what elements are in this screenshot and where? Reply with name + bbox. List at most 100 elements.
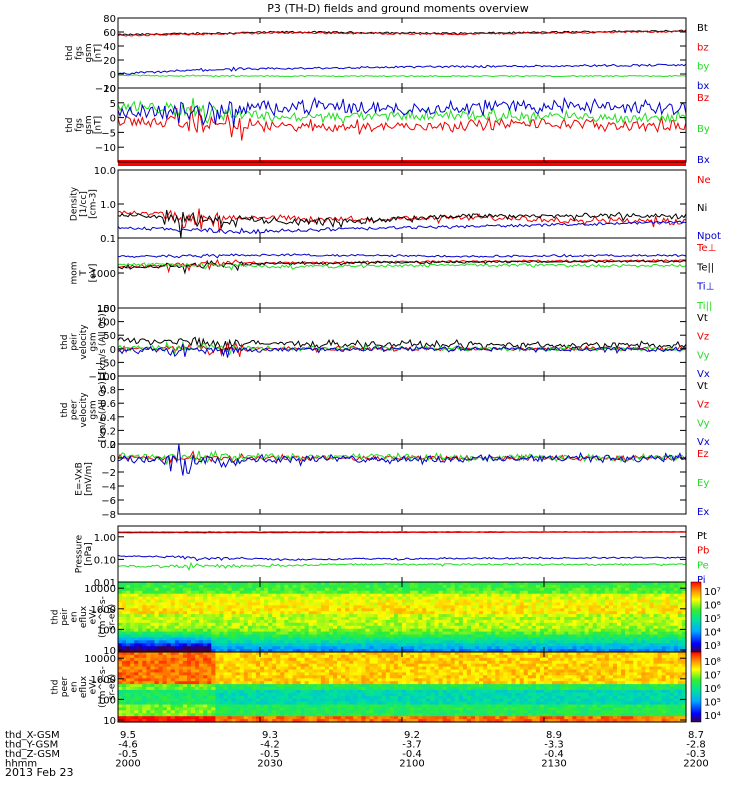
heatmap-cell (155, 605, 160, 609)
heatmap-cell (276, 605, 281, 609)
heatmap-cell (276, 588, 281, 592)
heatmap-cell (357, 640, 362, 644)
heatmap-cell (224, 605, 229, 609)
heatmap-cell (499, 588, 504, 592)
heatmap-cell (361, 588, 366, 592)
heatmap-cell (134, 693, 139, 697)
heatmap-cell (641, 588, 646, 592)
legend-label: Pe (697, 560, 709, 571)
legend-label: Ne (697, 175, 711, 186)
heatmap-cell (459, 588, 464, 592)
heatmap-cell (236, 623, 241, 627)
heatmap-cell (491, 588, 496, 592)
heatmap-cell (422, 605, 427, 609)
heatmap-cell (349, 605, 354, 609)
heatmap-cell (256, 588, 261, 592)
heatmap-cell (333, 640, 338, 644)
series-line-Ti⊥ (118, 254, 686, 258)
heatmap-cell (256, 658, 261, 662)
heatmap-cell (406, 640, 411, 644)
heatmap-cell (183, 658, 188, 662)
heatmap-cell (171, 640, 176, 644)
heatmap-cell (589, 588, 594, 592)
heatmap-cell (439, 640, 444, 644)
heatmap-cell (487, 640, 492, 644)
y-tick-label: 80 (103, 14, 116, 25)
heatmap-cell (264, 588, 269, 592)
heatmap-cell (670, 623, 675, 627)
heatmap-cell (211, 710, 216, 714)
heatmap-cell (390, 605, 395, 609)
heatmap-cell (175, 588, 180, 592)
heatmap-cell (293, 710, 298, 714)
heatmap-cell (585, 640, 590, 644)
heatmap-cell (219, 693, 224, 697)
heatmap-cell (219, 675, 224, 679)
heatmap-cell (650, 605, 655, 609)
heatmap-cell (540, 588, 545, 592)
y-axis-label-line: gsm (89, 332, 99, 351)
heatmap-cell (386, 623, 391, 627)
heatmap-cell (191, 588, 196, 592)
legend-label: Vy (697, 350, 710, 361)
heatmap-cell (163, 588, 168, 592)
heatmap-cell (430, 623, 435, 627)
heatmap-cell (430, 640, 435, 644)
heatmap-cell (548, 640, 553, 644)
y-axis-label-line: eV/ (89, 609, 99, 625)
heatmap-cell (581, 588, 586, 592)
heatmap-cell (260, 588, 265, 592)
heatmap-cell (410, 623, 415, 627)
heatmap-cell (662, 588, 667, 592)
heatmap-cell (544, 605, 549, 609)
heatmap-cell (309, 588, 314, 592)
heatmap-cell (175, 693, 180, 697)
heatmap-cell (475, 640, 480, 644)
heatmap-cell (390, 588, 395, 592)
heatmap-cell (471, 605, 476, 609)
heatmap-cell (670, 605, 675, 609)
heatmap-cell (191, 675, 196, 679)
y-axis-label-line: peir (60, 608, 70, 626)
heatmap-cell (301, 675, 306, 679)
heatmap-cell (276, 623, 281, 627)
y-tick-label: 1.00 (94, 533, 116, 544)
heatmap-cell (467, 588, 472, 592)
y-tick-label: 0.10 (94, 555, 116, 566)
heatmap-cell (215, 693, 220, 697)
heatmap-cell (252, 605, 257, 609)
heatmap-cell (203, 675, 208, 679)
legend-label: Bt (697, 23, 708, 34)
heatmap-cell (597, 640, 602, 644)
heatmap-cell (301, 640, 306, 644)
heatmap-cell (276, 693, 281, 697)
heatmap-cell (512, 623, 517, 627)
y-tick-label: −5 (101, 128, 116, 139)
legend-label: Bz (697, 93, 709, 104)
heatmap-cell (134, 588, 139, 592)
heatmap-cell (134, 623, 139, 627)
heatmap-cell (597, 623, 602, 627)
heatmap-cell (248, 623, 253, 627)
heatmap-cell (491, 640, 496, 644)
heatmap-cell (297, 710, 302, 714)
heatmap-cell (475, 605, 480, 609)
heatmap-cell (552, 623, 557, 627)
heatmap-cell (272, 605, 277, 609)
heatmap-cell (540, 605, 545, 609)
heatmap-cell (252, 623, 257, 627)
heatmap-cell (228, 710, 233, 714)
heatmap-cell (142, 588, 147, 592)
heatmap-cell (183, 675, 188, 679)
heatmap-cell (625, 623, 630, 627)
heatmap-cell (333, 693, 338, 697)
heatmap-cell (163, 640, 168, 644)
heatmap-cell (228, 675, 233, 679)
y-axis-label-line: mom (70, 261, 80, 284)
heatmap-cell (353, 623, 358, 627)
heatmap-cell (548, 588, 553, 592)
colorbar-tick-label: 10⁷ (704, 587, 721, 598)
heatmap-cell (658, 605, 663, 609)
